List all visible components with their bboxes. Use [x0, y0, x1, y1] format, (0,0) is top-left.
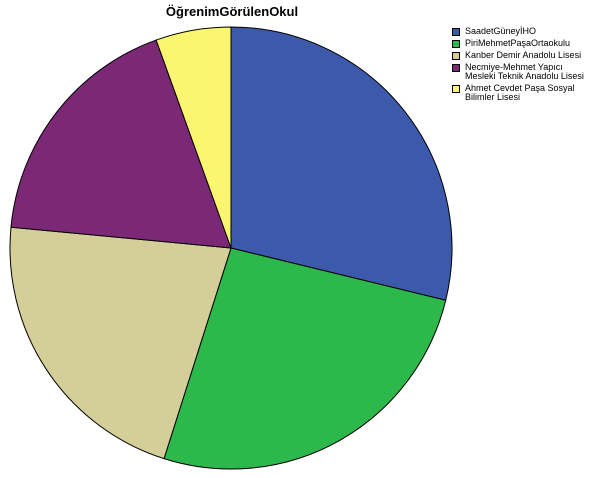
chart-title: ÖğrenimGörülenOkul — [165, 4, 299, 19]
legend-swatch — [452, 85, 460, 93]
pie-slice-1 — [230, 26, 453, 301]
pie-slice-5 — [155, 26, 232, 249]
pie-slices — [9, 26, 453, 470]
legend-label: Kanber Demir Anadolu Lisesi — [465, 50, 582, 60]
legend-label: SaadetGüneyİHO — [465, 26, 537, 36]
legend-label: PiriMehmetPaşaOrtaokulu — [465, 38, 571, 48]
legend-swatch — [452, 64, 460, 72]
legend-label: Necmiye-Mehmet Yapıcı Mesleki Teknik Ana… — [465, 62, 584, 81]
legend-swatch — [452, 52, 460, 60]
legend-swatch — [452, 28, 460, 36]
legend-label: Ahmet Cevdet Paşa Sosyal Bilimler Lisesi — [465, 83, 575, 102]
legend-item-1: SaadetGüneyİHO — [452, 27, 592, 36]
legend-item-4: Necmiye-Mehmet Yapıcı Mesleki Teknik Ana… — [452, 63, 592, 81]
legend: SaadetGüneyİHO PiriMehmetPaşaOrtaokulu Kan… — [452, 27, 592, 105]
pie-slice-4 — [10, 39, 232, 249]
legend-item-2: PiriMehmetPaşaOrtaokulu — [452, 39, 592, 48]
pie-slice-2 — [163, 247, 447, 470]
pie-slice-3 — [9, 226, 232, 460]
legend-item-5: Ahmet Cevdet Paşa Sosyal Bilimler Lisesi — [452, 84, 592, 102]
legend-item-3: Kanber Demir Anadolu Lisesi — [452, 51, 592, 60]
legend-swatch — [452, 40, 460, 48]
